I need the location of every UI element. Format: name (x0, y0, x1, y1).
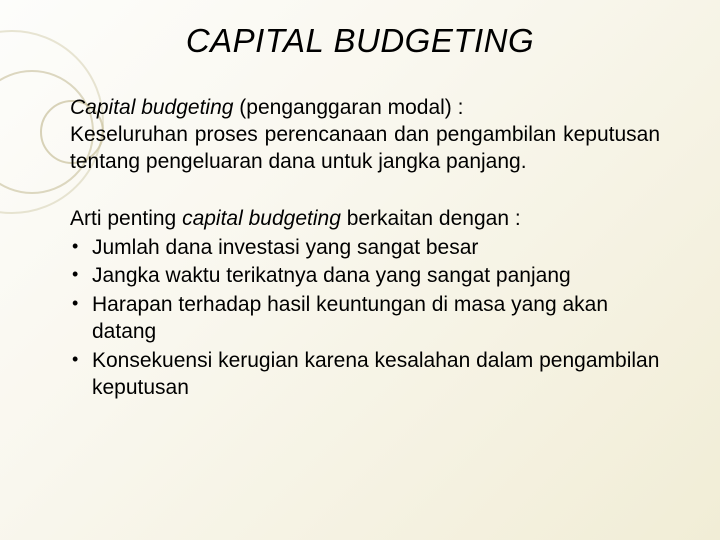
bullet-text: Jumlah dana investasi yang sangat besar (92, 236, 478, 259)
list-item: Jangka waktu terikatnya dana yang sangat… (70, 263, 660, 290)
paragraph-definition: Capital budgeting (penganggaran modal) :… (70, 95, 660, 176)
definition-text: Keseluruhan proses perencanaan dan penga… (70, 123, 660, 173)
importance-bullets: Jumlah dana investasi yang sangat besar … (70, 235, 660, 402)
list-item: Jumlah dana investasi yang sangat besar (70, 235, 660, 262)
slide: CAPITAL BUDGETING Capital budgeting (pen… (0, 0, 720, 540)
slide-title: CAPITAL BUDGETING (0, 22, 720, 60)
importance-pre: Arti penting (70, 207, 182, 230)
importance-lead: Arti penting capital budgeting berkaitan… (70, 206, 660, 233)
bullet-text: Konsekuensi kerugian karena kesalahan da… (92, 349, 659, 399)
bullet-text: Jangka waktu terikatnya dana yang sangat… (92, 264, 571, 287)
definition-colon: (penganggaran modal) : (233, 96, 463, 119)
list-item: Harapan terhadap hasil keuntungan di mas… (70, 292, 660, 346)
definition-term: Capital budgeting (70, 96, 233, 119)
importance-post: berkaitan dengan : (341, 207, 521, 230)
list-item: Konsekuensi kerugian karena kesalahan da… (70, 348, 660, 402)
slide-body: Capital budgeting (penganggaran modal) :… (70, 95, 660, 404)
importance-term: capital budgeting (182, 207, 341, 230)
bullet-text: Harapan terhadap hasil keuntungan di mas… (92, 293, 608, 343)
